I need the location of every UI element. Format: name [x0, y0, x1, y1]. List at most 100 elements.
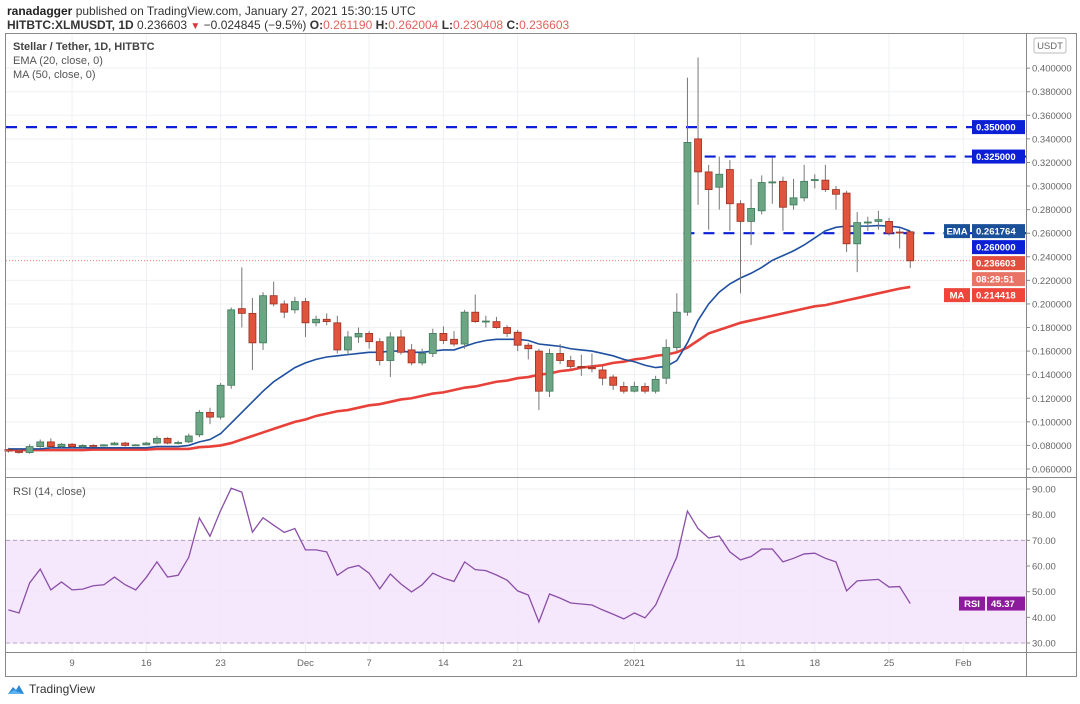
- candle-down: [365, 333, 374, 343]
- countdown-tag-bg: [972, 272, 1025, 287]
- rsi-tick-label: 50.00: [1032, 587, 1056, 598]
- rsi-band: [6, 539, 1026, 644]
- rsi-tag-bg: [987, 596, 1025, 611]
- ma-tag-label-bg: [944, 288, 970, 303]
- price-tick-label: 0.100000: [1032, 417, 1072, 428]
- candle-down: [503, 327, 511, 334]
- candle-down: [248, 312, 257, 344]
- legend-ema[interactable]: EMA (20, close, 0): [13, 55, 103, 67]
- candle-down: [4, 449, 13, 452]
- candle-up: [386, 336, 395, 361]
- close-value: 0.236603: [519, 18, 570, 32]
- legend-rsi[interactable]: RSI (14, close): [13, 486, 86, 498]
- symbol: HITBTC:XLMUSDT, 1D: [7, 18, 134, 32]
- ema-tag-bg: [972, 224, 1025, 239]
- currency-button[interactable]: USDT: [1033, 37, 1067, 54]
- candle-up: [630, 386, 639, 392]
- candle-up: [184, 435, 193, 443]
- rsi-tag-label: RSI: [964, 599, 980, 610]
- candle-down: [163, 437, 172, 444]
- candle-up: [227, 309, 236, 386]
- candle-down: [821, 179, 830, 190]
- price-tag: 0.236603: [976, 259, 1016, 270]
- candle-up: [715, 173, 724, 188]
- candle-down: [89, 445, 98, 447]
- low-value: 0.230408: [453, 18, 504, 32]
- level-tag-0325-bg: [972, 149, 1025, 164]
- open-label: O:: [309, 18, 324, 32]
- cloud-logo-icon: [8, 685, 24, 694]
- ema-tag-label: EMA: [946, 227, 967, 238]
- price-tick-label: 0.200000: [1032, 299, 1072, 310]
- legend-ma[interactable]: MA (50, close, 0): [13, 69, 96, 81]
- candle-down: [333, 322, 342, 351]
- candle-up: [36, 441, 45, 447]
- candle-up: [683, 142, 692, 313]
- candle-down: [895, 231, 904, 234]
- candle-down: [439, 333, 448, 341]
- price-tag-bg: [972, 256, 1025, 271]
- candle-down: [694, 138, 702, 173]
- candle-down: [588, 367, 596, 370]
- candle-down: [397, 336, 405, 353]
- candle-down: [842, 192, 851, 245]
- price-tags: 0.350000 0.325000 0.261764 EMA 0.260000 0.236…: [944, 120, 1025, 611]
- candle-up: [354, 333, 363, 338]
- publish-info: ranadagger published on TradingView.com,…: [7, 4, 416, 18]
- high-value: 0.262004: [388, 18, 439, 32]
- candle-down: [471, 311, 480, 323]
- level-tag-0260-bg: [972, 240, 1025, 255]
- candle-up: [768, 181, 777, 184]
- high-label: H:: [375, 18, 389, 32]
- rsi-tick-label: 80.00: [1032, 510, 1056, 521]
- ema-tag: 0.261764: [976, 227, 1016, 238]
- currency-label: USDT: [1037, 41, 1063, 52]
- rsi-band-fill: [6, 540, 1026, 644]
- level-tag-0350-bg: [972, 120, 1025, 135]
- publisher-name[interactable]: ranadagger: [7, 4, 73, 18]
- candles: [4, 57, 915, 454]
- time-tick-label: Feb: [955, 658, 971, 669]
- axes: 0.060000 0.080000 0.100000 0.120000 0.140000…: [69, 64, 1071, 669]
- price-tick-label: 0.300000: [1032, 182, 1072, 193]
- price-tick-label: 0.340000: [1032, 134, 1072, 145]
- candle-up: [25, 446, 34, 453]
- candle-up: [195, 412, 204, 436]
- candle-down: [407, 349, 416, 364]
- candle-down: [704, 171, 713, 190]
- last-price: 0.236603: [137, 18, 188, 32]
- candle-up: [481, 320, 490, 323]
- frame-border: [5, 33, 1077, 677]
- candle-down: [237, 308, 246, 314]
- candle-up: [460, 311, 469, 345]
- candle-down: [619, 386, 628, 392]
- candle-down: [566, 360, 575, 367]
- candle-down: [375, 341, 384, 361]
- candle-up: [863, 221, 872, 224]
- candle-down: [885, 221, 893, 234]
- candle-up: [651, 378, 660, 392]
- candle-up: [312, 318, 320, 324]
- candle-down: [556, 353, 565, 361]
- ma-tag: 0.214418: [976, 291, 1016, 302]
- price-tick-label: 0.240000: [1032, 252, 1072, 263]
- candle-down: [641, 386, 649, 392]
- candle-down: [15, 450, 23, 453]
- candle-down: [68, 443, 76, 447]
- candle-up: [142, 442, 151, 446]
- candle-down: [598, 369, 607, 379]
- tradingview-logo[interactable]: TradingView: [6, 682, 95, 696]
- time-tick-label: 11: [736, 658, 746, 669]
- candle-up: [216, 384, 225, 418]
- price-tick-label: 0.380000: [1032, 87, 1072, 98]
- candle-up: [747, 208, 755, 222]
- candle-up: [545, 353, 554, 392]
- candle-up: [153, 437, 161, 444]
- ma50-line: [8, 285, 911, 452]
- candle-down: [46, 441, 55, 447]
- price-tick-label: 0.180000: [1032, 323, 1072, 334]
- price-tick-label: 0.360000: [1032, 111, 1072, 122]
- candle-down: [450, 338, 458, 345]
- symbol-info: HITBTC:XLMUSDT, 1D 0.236603 ▼ −0.024845 …: [7, 18, 569, 32]
